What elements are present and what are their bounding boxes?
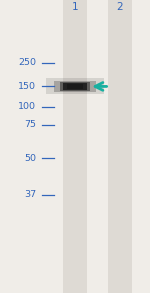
Bar [63,0,87,293]
Text: 250: 250 [18,59,36,67]
Text: 37: 37 [24,190,36,199]
Bar [108,0,132,293]
Text: 75: 75 [24,120,36,129]
Text: 2: 2 [117,2,123,12]
Text: 150: 150 [18,82,36,91]
Text: 1: 1 [72,2,78,12]
Text: 100: 100 [18,103,36,111]
Bar [67,84,83,89]
Bar [63,83,87,90]
Bar [54,81,96,92]
Text: 50: 50 [24,154,36,163]
Bar [60,82,90,91]
Bar [46,78,104,94]
